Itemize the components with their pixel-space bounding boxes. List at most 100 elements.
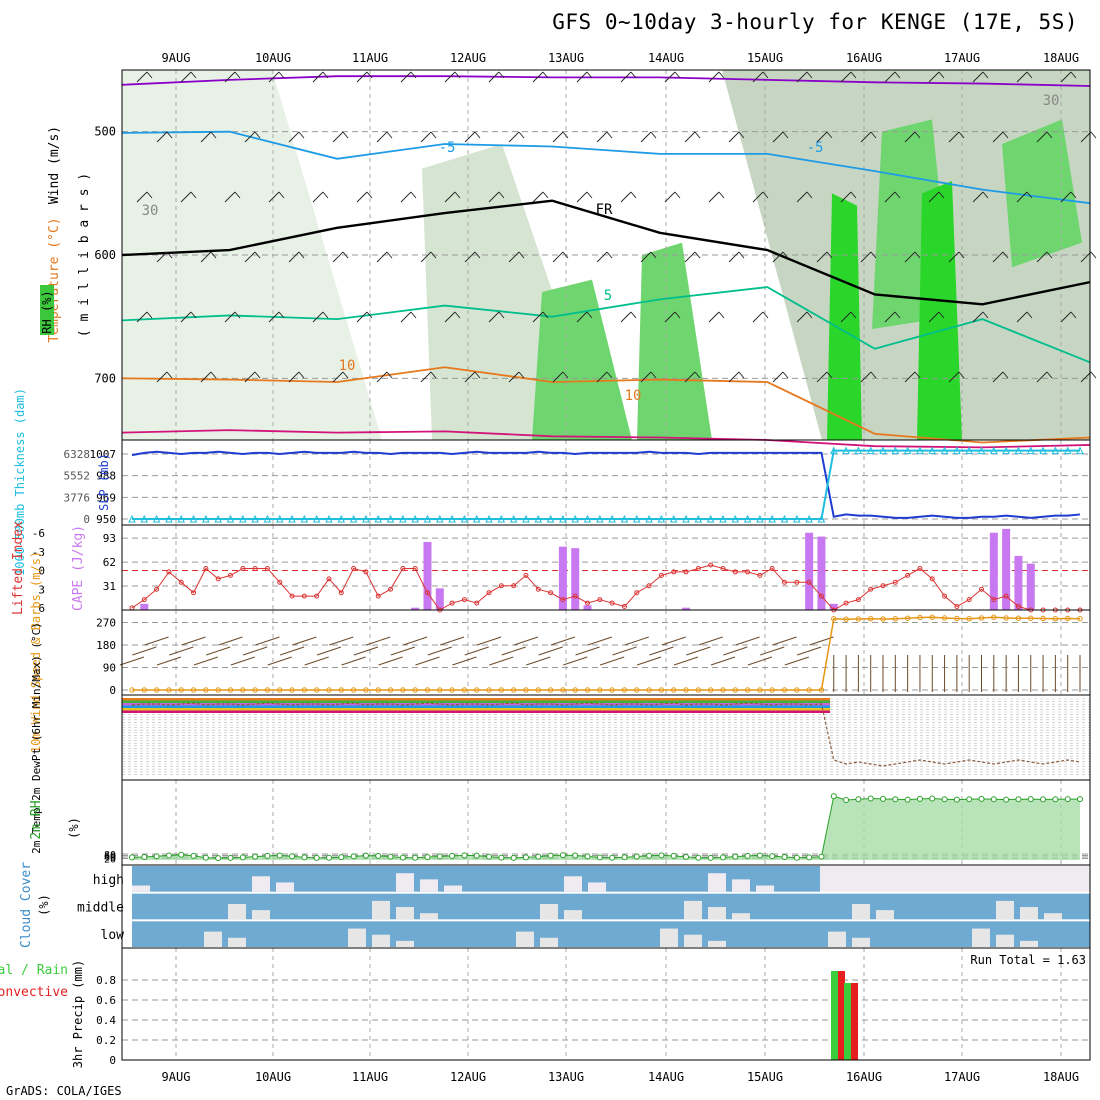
lifted-index-point-61 xyxy=(880,583,886,589)
thickness-marker-47 xyxy=(706,514,715,523)
precip-tick-4: 0 xyxy=(109,1054,116,1067)
wind-barb-14 xyxy=(292,636,317,646)
rh-point-10 xyxy=(252,853,259,860)
thickness-marker-17 xyxy=(337,514,346,523)
date-tick-top-5: 14AUG xyxy=(648,51,684,65)
wind-speed-point-75 xyxy=(1052,616,1059,622)
cape-bar-1 xyxy=(140,603,149,610)
cape-bar-23 xyxy=(411,607,420,610)
wind-tick-2: 90 xyxy=(103,662,116,675)
thickness-marker-71 xyxy=(1002,446,1010,455)
wind-speed-point-19 xyxy=(363,687,369,693)
upper-barb-2-21 xyxy=(1060,191,1077,203)
cape-bar-73 xyxy=(1026,563,1035,610)
wind-barb-29 xyxy=(476,636,502,646)
wind-barb-37 xyxy=(575,646,600,656)
lifted-index-point-21 xyxy=(388,586,394,592)
wind-speed-point-6 xyxy=(203,687,209,693)
rh-point-32 xyxy=(522,854,529,861)
wind-speed-point-43 xyxy=(658,687,665,693)
cloud-gap-low-16 xyxy=(516,931,534,947)
upper-barb-2-5 xyxy=(356,191,373,203)
rh-point-5 xyxy=(190,852,197,859)
lifted-index-point-62 xyxy=(892,579,898,585)
upper-barb-2-19 xyxy=(972,191,989,203)
wind-speed-point-31 xyxy=(510,687,517,693)
rh-point-9 xyxy=(239,854,246,861)
wind-speed-point-1 xyxy=(141,687,148,693)
ylabel-slp: SLP (mb) xyxy=(97,453,111,511)
cloud-gap-high-24 xyxy=(708,873,726,892)
upper-barb-3-21 xyxy=(1080,251,1097,263)
upper-barb-5-1 xyxy=(200,371,217,383)
upper-barb-3-0 xyxy=(156,251,173,263)
thickness-marker-52 xyxy=(768,514,777,523)
upper-barb-4-3 xyxy=(268,311,285,323)
thickness-marker-23 xyxy=(411,514,419,523)
lifted-index-point-9 xyxy=(240,565,246,571)
upper-barb-5-19 xyxy=(992,371,1009,383)
lifted-index-point-20 xyxy=(375,593,381,599)
ylabel-lifted-index: Lifted Index xyxy=(11,521,26,615)
thickness-marker-46 xyxy=(694,514,703,523)
thickness-marker-11 xyxy=(263,514,272,523)
rh-point-55 xyxy=(806,854,813,861)
upper-barb-3-2 xyxy=(244,251,261,263)
thickness-marker-62 xyxy=(891,446,900,455)
wind-speed-point-10 xyxy=(252,687,258,693)
wind-speed-point-34 xyxy=(547,687,554,693)
wind-speed-point-56 xyxy=(818,687,825,693)
upper-barb-3-8 xyxy=(508,251,525,263)
lifted-index-point-23 xyxy=(412,565,418,571)
upper-barb-3-9 xyxy=(552,251,569,263)
cloud-gap-low-36 xyxy=(996,934,1014,947)
cloud-gap-low-29 xyxy=(828,931,846,947)
lifted-index-point-7 xyxy=(215,576,221,582)
upper-barb-4-8 xyxy=(488,311,505,323)
wind-speed-point-46 xyxy=(695,687,702,693)
upper-barb-0-9 xyxy=(532,71,549,83)
upper-barb-0-1 xyxy=(180,71,197,83)
wind-speed-point-4 xyxy=(178,687,184,693)
wind-barb-51 xyxy=(747,656,773,666)
date-tick-bottom-1: 10AUG xyxy=(255,1070,291,1084)
upper-barb-1-2 xyxy=(244,131,261,143)
chart-title: GFS 0~10day 3-hourly for KENGE (17E, 5S) xyxy=(552,10,1078,34)
lifted-index-point-34 xyxy=(548,590,554,596)
wind-barb-52 xyxy=(760,646,785,656)
thickness-marker-48 xyxy=(719,514,727,523)
cloud-gap-low-11 xyxy=(396,940,414,947)
upper-barb-4-21 xyxy=(1060,311,1077,323)
upper-barb-4-9 xyxy=(532,311,549,323)
date-tick-top-2: 11AUG xyxy=(352,51,388,65)
upper-barb-2-18 xyxy=(928,191,945,203)
wind-barb-3 xyxy=(156,656,182,666)
slp-series-0 xyxy=(131,450,1081,519)
upper-barb-2-15 xyxy=(796,191,813,203)
upper-barb-1-5 xyxy=(376,131,393,143)
thickness-marker-55 xyxy=(805,514,813,523)
rh-point-44 xyxy=(670,852,677,859)
wind-speed-point-38 xyxy=(597,687,603,693)
thickness-marker-69 xyxy=(977,446,986,455)
cloud-gap-high-37 xyxy=(1020,873,1038,892)
rh-point-14 xyxy=(301,854,308,861)
upper-barb-4-4 xyxy=(312,311,329,323)
ylabel-wind10m: 10m Wind Speed & Barbs (m/s) xyxy=(29,551,43,753)
upper-barb-0-5 xyxy=(356,71,373,83)
temp-band-3 xyxy=(122,705,830,708)
lifted-index-point-2 xyxy=(154,586,160,592)
upper-barb-1-10 xyxy=(596,131,613,143)
cloud-gap-middle-36 xyxy=(996,900,1014,920)
upper-barb-5-5 xyxy=(376,371,393,383)
rh-legend-swatch xyxy=(40,285,54,335)
wind-speed-point-21 xyxy=(387,687,394,693)
cloud-gap-low-22 xyxy=(660,928,678,947)
upper-barb-2-11 xyxy=(620,191,637,203)
temp-band-1 xyxy=(122,700,830,703)
wind-speed-point-73 xyxy=(1028,615,1034,621)
thickness-marker-30 xyxy=(497,514,506,523)
ylabel-rh2m: 2m RH xyxy=(29,800,44,839)
thickness-marker-75 xyxy=(1051,446,1060,455)
